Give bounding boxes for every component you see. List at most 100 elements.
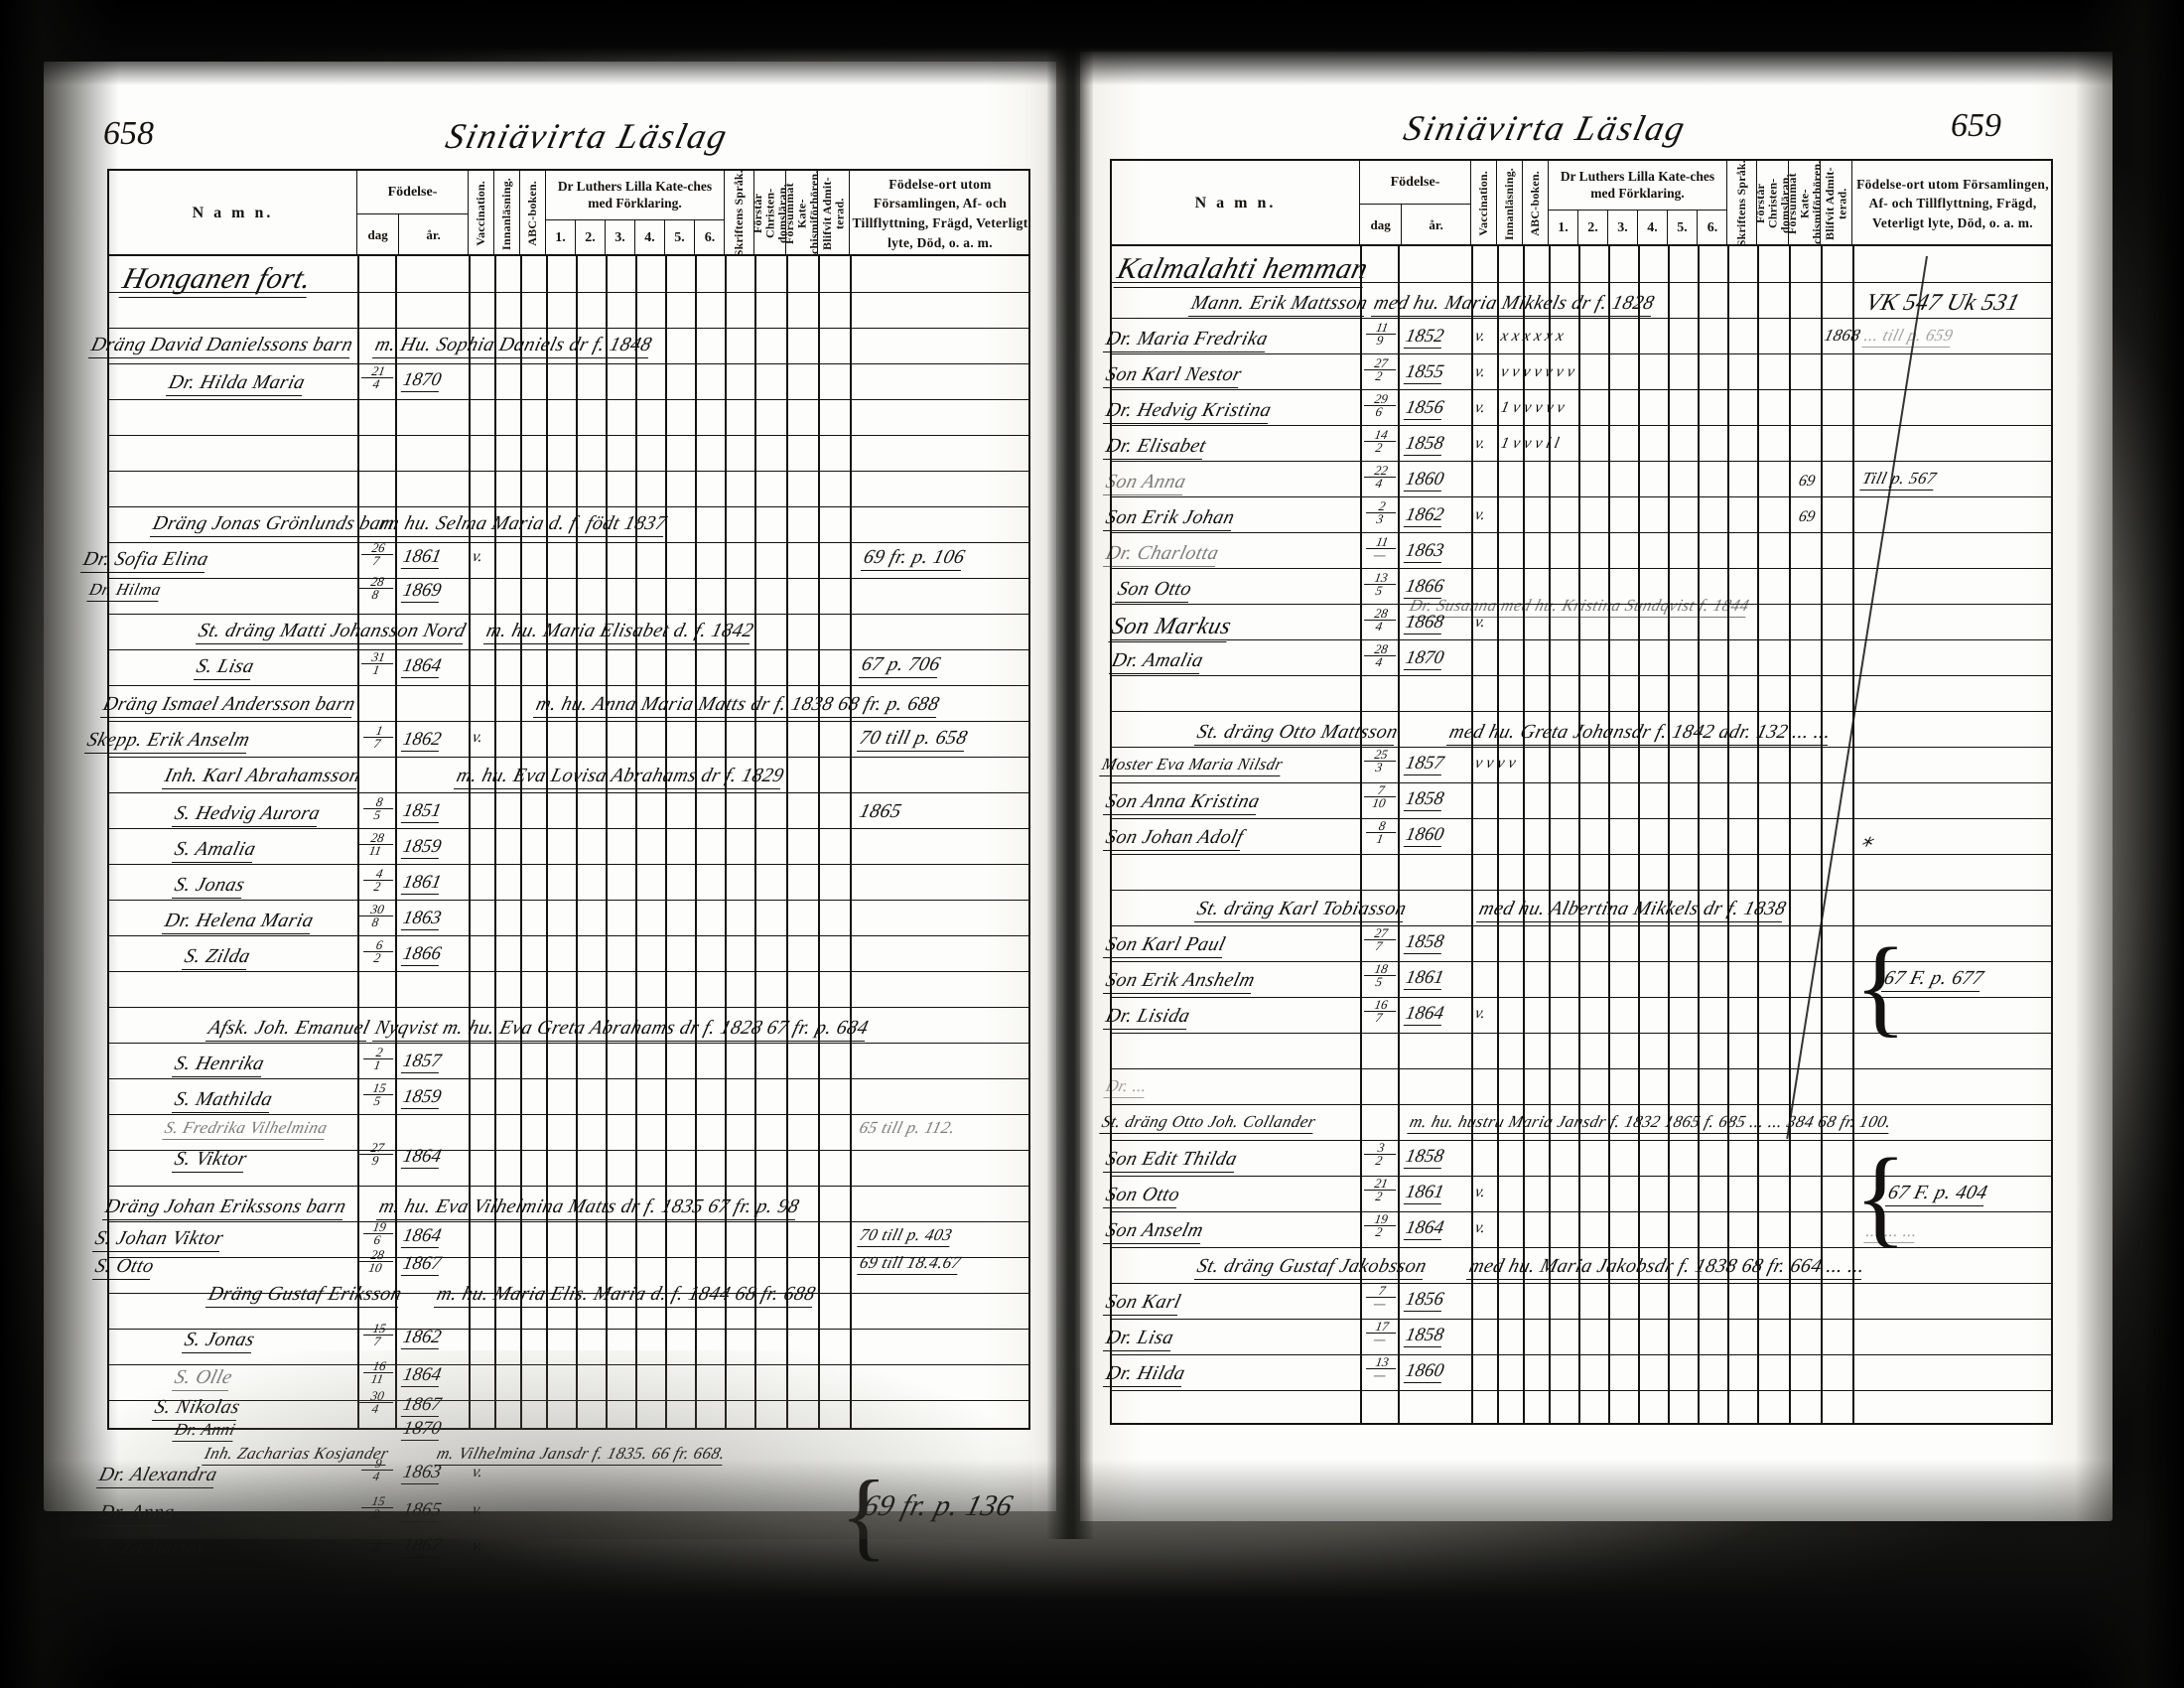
row-day-4: 28 8 <box>357 574 396 602</box>
r-row-year-22: 1864 <box>1403 1217 1446 1240</box>
r-row-notes-0: VK 547 Uk 531 <box>1862 290 2023 316</box>
r-row-name-20: Son Edit Thilda <box>1102 1148 1240 1173</box>
row-cont-15: Nyqvist m. hu. Eva Greta Abrahams dr f. … <box>371 1017 872 1042</box>
row-notes-22: 69 till 18.4.67 <box>857 1253 964 1275</box>
row-day-13: 30 8 <box>357 902 396 929</box>
col-header-catechism: Dr Luthers Lilla Kate-ches med Förklarin… <box>546 171 725 256</box>
r-row-name-2: Son Karl Nestor <box>1102 363 1245 388</box>
col-header-cat-5: 5. <box>665 220 695 256</box>
col-header-abc-r: ABC-boken. <box>1523 161 1549 246</box>
row-day-6: 31 1 <box>359 649 396 677</box>
r-row-name-3: Dr. Hedvig Kristina <box>1102 399 1275 424</box>
r-row-day-4: 14 2 <box>1362 427 1399 455</box>
r-row-year-2: 1855 <box>1403 361 1446 384</box>
col-header-cat-3-r: 3. <box>1608 211 1638 246</box>
r-row-cont-0: med hu. Maria Mikkels dr f. 1828 <box>1370 292 1657 317</box>
row-name-16: S. Henrika <box>171 1053 267 1077</box>
r-row-cont-23: med hu. Maria Jakobsdr f. 1838 68 fr. 66… <box>1465 1255 1868 1280</box>
row-year-11: 1859 <box>400 836 444 859</box>
notes-brace-right-2: { <box>1854 1136 1907 1257</box>
col-header-writing: Skriftens Språk. <box>725 171 754 256</box>
row-year-14: 1866 <box>400 943 444 966</box>
row-year-19: 1864 <box>400 1146 444 1169</box>
col-header-neglected-r: Försummat Kate-chismiförhören. <box>1789 161 1821 246</box>
col-header-birth: Födelse- dag år. <box>357 171 469 256</box>
r-row-name-9: Son Markus <box>1108 614 1234 642</box>
r-row-day-17: 18 5 <box>1362 961 1399 989</box>
r-row-admitted-1: 1868 <box>1822 326 1863 345</box>
row-mark-3: v. <box>471 548 484 565</box>
row-cont-7: m. hu. Anna Maria Matts dr f. 1838 68 fr… <box>532 693 942 718</box>
row-cont-5: m. hu. Maria Elisabet d. f. 1842 <box>482 620 756 644</box>
r-row-day-2: 27 2 <box>1362 355 1399 383</box>
row-name-10: S. Hedvig Aurora <box>171 802 323 827</box>
col-header-cat-3: 3. <box>606 220 635 256</box>
row-year-24: 1862 <box>400 1327 444 1349</box>
r-row-name-1: Dr. Maria Fredrika <box>1102 328 1271 352</box>
col-header-abc: ABC-boken. <box>520 171 546 256</box>
r-row-name-15: St. dräng Karl Tobiasson <box>1193 898 1410 922</box>
r-row-name-25: Dr. Lisa <box>1102 1327 1176 1351</box>
col-header-writing-r: Skriftens Språk. <box>1727 161 1757 246</box>
row-name-26: S. Nikolas <box>151 1396 243 1421</box>
r-row-year-14: 1860 <box>1403 824 1446 847</box>
row-year-8: 1862 <box>400 729 444 752</box>
row-day-17: 15 5 <box>361 1080 396 1108</box>
r-row-day-18: 16 7 <box>1362 997 1399 1025</box>
r-row-day-25: 17— <box>1364 1319 1399 1346</box>
r-row-mark-4: v. <box>1473 435 1487 452</box>
row-name-18: S. Fredrika Vilhelmina <box>162 1118 330 1140</box>
r-row-name-4: Dr. Elisabet <box>1102 435 1209 460</box>
r-row-year-18: 1864 <box>1403 1003 1446 1026</box>
r-row-year-26: 1860 <box>1403 1360 1446 1383</box>
r-row-mark-6: v. <box>1473 506 1487 523</box>
col-header-cat-2: 2. <box>576 220 606 256</box>
r-row-year-9: 1868 <box>1403 612 1446 634</box>
row-name-25: S. Olle <box>171 1366 235 1391</box>
r-neglect-mark-5: 69 <box>1797 473 1817 490</box>
r-row-notes-21: 67 F. p. 404 <box>1884 1182 1990 1206</box>
r-row-year-4: 1858 <box>1403 433 1446 456</box>
r-row-mark-3: v. <box>1473 399 1487 416</box>
row-notes-8: 70 till p. 658 <box>856 727 970 752</box>
r-row-mark-1: v. <box>1473 328 1487 345</box>
r-mark-grade-4: 1 v v v l l <box>1499 435 1562 452</box>
r-row-name-23: St. dräng Gustaf Jakobsson <box>1193 1255 1430 1280</box>
row-day-25: 16 11 <box>361 1358 396 1386</box>
col-header-cat-1: 1. <box>546 220 576 256</box>
row-day-11: 28 11 <box>357 830 396 858</box>
r-row-name-16: Son Karl Paul <box>1102 933 1228 958</box>
right-table-body: Kalmalahti hemman Mann. Erik Mattsson me… <box>1099 246 2051 1423</box>
r-row-year-16: 1858 <box>1403 931 1446 954</box>
right-page-heading: Siniävirta Läslag <box>1400 108 1691 148</box>
r-row-day-7: 11— <box>1364 534 1399 562</box>
r-row-name-14: Son Johan Adolf <box>1102 826 1246 851</box>
col-header-innanlasning-r: Innanläsning. <box>1497 161 1523 246</box>
r-row-day-24: 7— <box>1364 1283 1399 1311</box>
top-shadow <box>0 0 2184 85</box>
row-name-27: Dr. Anni <box>172 1420 238 1442</box>
right-shadow <box>2075 0 2184 1688</box>
row-notes-3: 69 fr. p. 106 <box>860 546 968 571</box>
r-row-year-10: 1870 <box>1403 647 1446 670</box>
book-gutter <box>1047 40 1093 1539</box>
row-day-21: 19 6 <box>361 1219 396 1247</box>
col-header-notes: Födelse-ort utom Församlingen, Af- och T… <box>852 176 1028 250</box>
right-page-table: N a m n. Födelse- dag år. Vaccination. I… <box>1099 159 2053 1425</box>
r-row-notes-1: ... till p. 659 <box>1861 326 1956 348</box>
row-cont-9: m. hu. Eva Lovisa Abrahams dr f. 1829 <box>453 765 787 789</box>
r-scribble-14: ⁎ <box>1859 826 1876 851</box>
row-cont-0: m. Hu. Sophia Daniels dr f. 1848 <box>371 334 654 358</box>
row-year-1: 1870 <box>400 369 444 392</box>
r-row-cont-15: med hu. Albertina Mikkels dr f. 1838 <box>1475 898 1789 922</box>
col-header-catechism-r: Dr Luthers Lilla Kate-ches med Förklarin… <box>1549 161 1727 246</box>
r-row-day-12: 25 3 <box>1362 747 1399 774</box>
row-year-4: 1869 <box>400 580 444 603</box>
r-mark-grade-1: x x x x x x <box>1499 328 1566 345</box>
col-header-vaccination: Vaccination. <box>469 171 494 256</box>
